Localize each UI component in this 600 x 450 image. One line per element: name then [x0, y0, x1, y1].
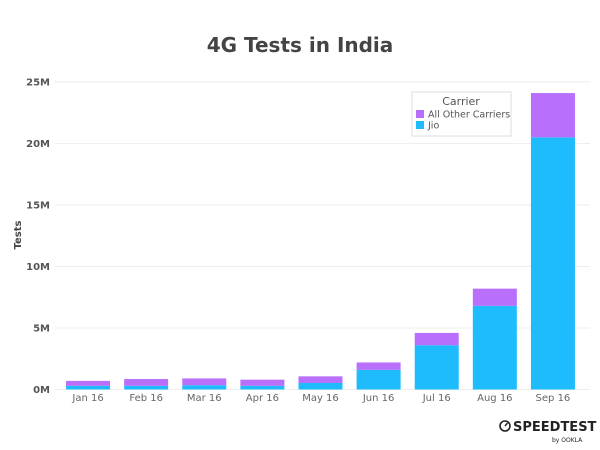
bar-jio — [298, 382, 343, 390]
legend-box — [411, 91, 512, 137]
x-tick-label: Jan 16 — [71, 393, 103, 404]
bar-jio — [240, 385, 285, 390]
y-axis-label: Tests — [13, 220, 24, 249]
bar-all-other-carriers — [414, 332, 459, 346]
bar-all-other-carriers — [298, 376, 343, 383]
logo-subtext: by OOKLA — [552, 437, 583, 444]
bar-all-other-carriers — [124, 379, 169, 386]
x-tick-label: May 16 — [302, 393, 339, 404]
bars — [66, 93, 575, 390]
legend-swatch-other — [416, 110, 424, 118]
bar-all-other-carriers — [472, 288, 517, 306]
x-tick-label: Jul 16 — [422, 393, 451, 404]
bar-all-other-carriers — [356, 362, 401, 370]
legend-title: Carrier — [442, 95, 480, 108]
x-ticks: Jan 16 Feb 16 Mar 16 Apr 16 May 16 Jun 16 Jul … — [71, 393, 570, 404]
legend-swatch-jio — [416, 121, 424, 129]
bar-jio — [124, 385, 169, 390]
x-tick-label: Sep 16 — [536, 393, 571, 404]
bar-jio — [414, 345, 459, 390]
speedtest-logo: SPEEDTEST by OOKLA — [499, 420, 597, 444]
y-ticks: 0M 5M 10M 15M 20M 25M — [26, 78, 50, 397]
y-tick-label: 15M — [26, 201, 50, 212]
legend-label-other: All Other Carriers — [428, 110, 510, 121]
x-tick-label: Jun 16 — [362, 393, 395, 404]
x-tick-label: Apr 16 — [246, 393, 279, 404]
bar-all-other-carriers — [182, 378, 227, 386]
logo-text: SPEEDTEST — [513, 420, 597, 435]
chart-title: 4G Tests in India — [207, 33, 394, 57]
y-tick-label: 0M — [33, 385, 50, 396]
y-tick-label: 20M — [26, 139, 50, 150]
y-tick-label: 25M — [26, 78, 50, 89]
legend: Carrier All Other Carriers Jio — [411, 91, 512, 137]
legend-label-jio: Jio — [427, 121, 439, 132]
bar-jio — [530, 137, 575, 390]
x-tick-label: Feb 16 — [129, 393, 163, 404]
bar-jio — [472, 305, 517, 390]
x-tick-label: Mar 16 — [187, 393, 222, 404]
bar-all-other-carriers — [66, 380, 111, 386]
bar-jio — [182, 385, 227, 390]
y-tick-label: 10M — [26, 262, 50, 273]
bar-jio — [66, 385, 111, 390]
x-tick-label: Aug 16 — [477, 393, 512, 404]
bar-all-other-carriers — [530, 93, 575, 138]
bar-jio — [356, 369, 401, 390]
gauge-icon — [499, 420, 511, 432]
y-tick-label: 5M — [33, 324, 50, 335]
bar-all-other-carriers — [240, 379, 285, 386]
